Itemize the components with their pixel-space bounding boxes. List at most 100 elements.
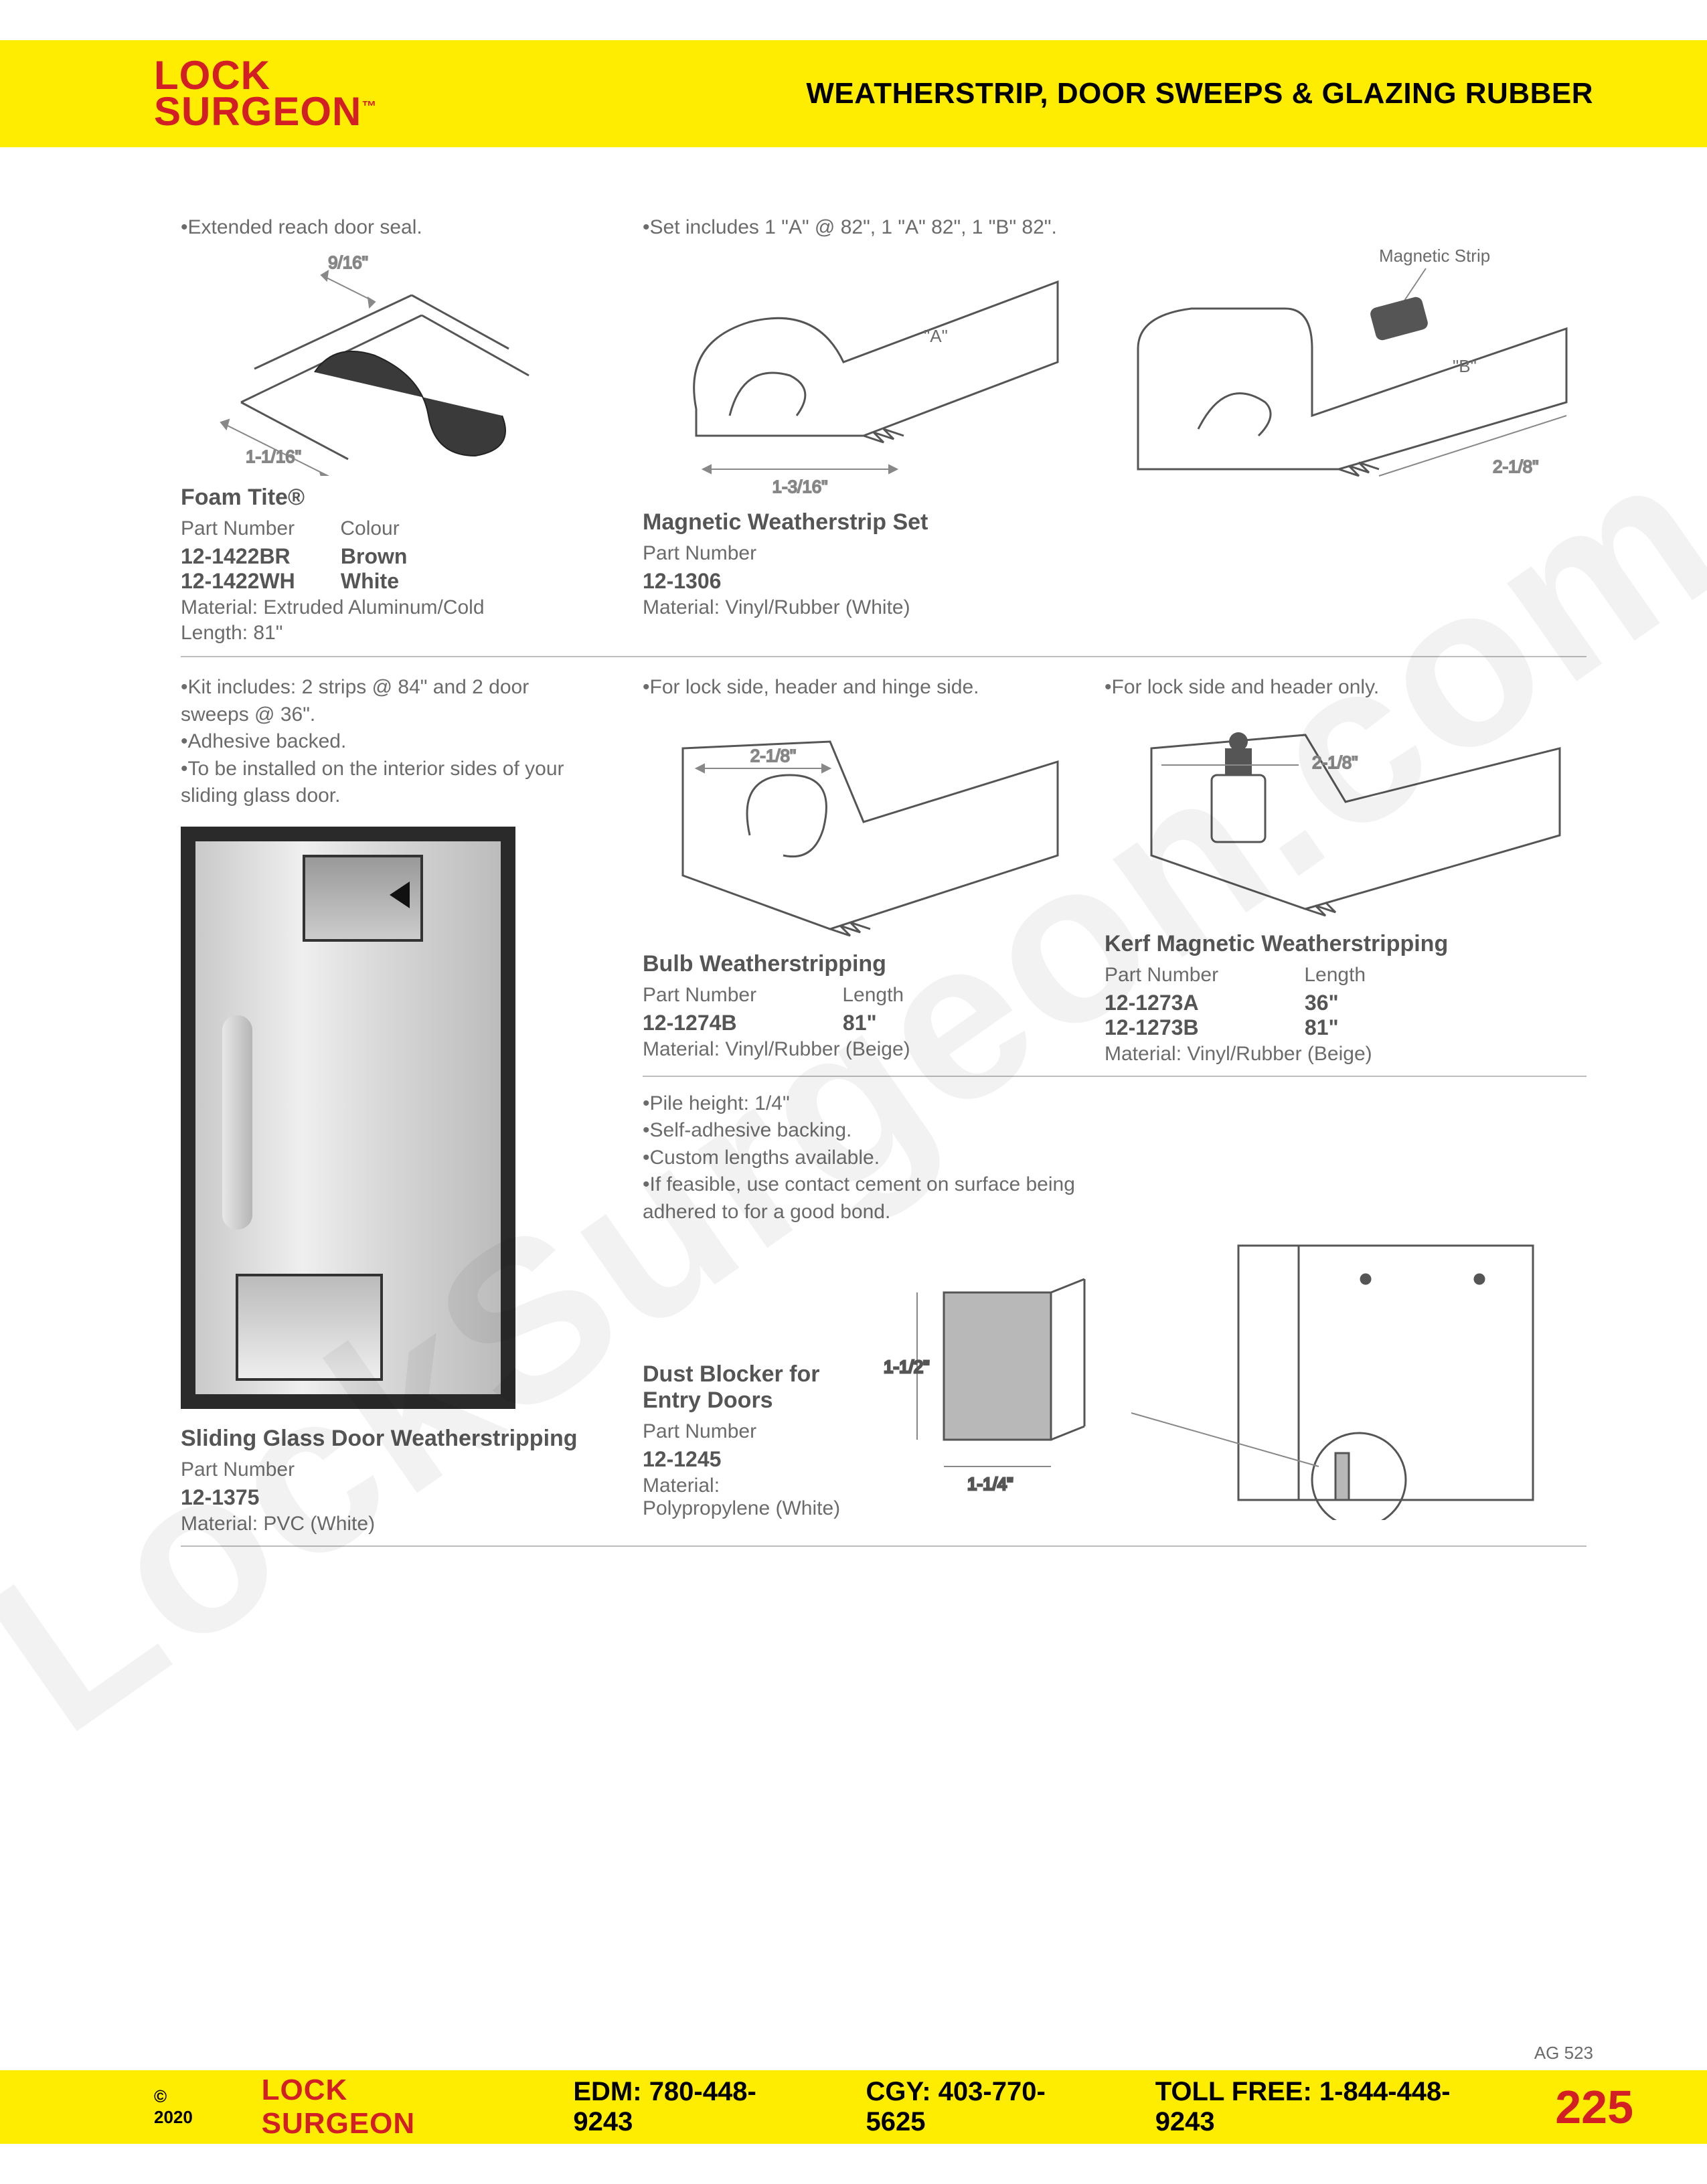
bulb-note: •For lock side, header and hinge side. xyxy=(643,674,1084,701)
page-title: WEATHERSTRIP, DOOR SWEEPS & GLAZING RUBB… xyxy=(806,77,1593,110)
bulb-col2: Length xyxy=(842,984,904,1006)
footer-cgy: CGY: 403-770-5625 xyxy=(866,2077,1095,2137)
kerf-pn2: 12-1273B xyxy=(1105,1015,1299,1040)
row-2: •Kit includes: 2 strips @ 84" and 2 door… xyxy=(181,674,1587,1535)
svg-text:1-1/4": 1-1/4" xyxy=(967,1474,1013,1494)
kerf-pn-row2: 12-1273B 81" xyxy=(1105,1015,1587,1040)
kerf-col2: Length xyxy=(1304,964,1366,986)
dust-note4: •If feasible, use contact cement on surf… xyxy=(643,1171,1125,1226)
divider-2 xyxy=(643,1076,1587,1077)
dust-pn-label: Part Number xyxy=(643,1420,843,1443)
divider-1 xyxy=(181,656,1587,657)
magset-material: Material: Vinyl/Rubber (White) xyxy=(643,596,1587,619)
trademark-symbol: ™ xyxy=(361,98,377,114)
bulb-pn: 12-1274B xyxy=(643,1011,837,1035)
footer-brand: LOCK SURGEON xyxy=(262,2074,500,2140)
divider-3 xyxy=(181,1545,1587,1547)
kerf-col1: Part Number xyxy=(1105,964,1299,987)
footer-tollfree-label: TOLL FREE: xyxy=(1155,2077,1312,2106)
brand-line2-wrap: SURGEON™ xyxy=(154,94,377,130)
product-magnetic-set: •Set includes 1 "A" @ 82", 1 "A" 82", 1 … xyxy=(623,214,1587,643)
sliding-pn: 12-1375 xyxy=(181,1485,623,1510)
svg-text:1-3/16": 1-3/16" xyxy=(773,477,828,496)
bulb-cols: Part Number Length xyxy=(643,984,1084,1007)
row-1: •Extended reach door seal. 9/16" xyxy=(181,214,1587,643)
dust-pn: 12-1245 xyxy=(643,1447,843,1472)
product-foamtite: •Extended reach door seal. 9/16" xyxy=(181,214,623,643)
dust-title: Dust Blocker for Entry Doors xyxy=(643,1361,830,1414)
magset-diagram-b: Magnetic Strip "B" 2-1/8" xyxy=(1098,242,1580,496)
svg-text:2-1/8": 2-1/8" xyxy=(1312,752,1358,772)
foamtite-cols: Part Number Colour xyxy=(181,517,623,540)
foamtite-col1: Part Number xyxy=(181,517,335,540)
svg-text:Magnetic Strip: Magnetic Strip xyxy=(1379,246,1490,266)
kerf-pn1: 12-1273A xyxy=(1105,991,1299,1015)
magset-title: Magnetic Weatherstrip Set xyxy=(643,509,1587,535)
dust-note3: •Custom lengths available. xyxy=(643,1145,1587,1172)
svg-text:1-1/16": 1-1/16" xyxy=(246,446,301,467)
footer-edm-label: EDM: xyxy=(573,2077,641,2106)
svg-text:"B": "B" xyxy=(1453,356,1477,376)
footer-page-number: 225 xyxy=(1555,2080,1633,2134)
foamtite-length: Length: 81" xyxy=(181,622,623,645)
foamtite-material: Material: Extruded Aluminum/Cold xyxy=(181,596,623,619)
brand-line2: SURGEON xyxy=(154,89,361,134)
footer-cgy-label: CGY: xyxy=(866,2077,931,2106)
dust-note2: •Self-adhesive backing. xyxy=(643,1117,1587,1145)
footer-tollfree: TOLL FREE: 1-844-448-9243 xyxy=(1155,2077,1495,2137)
foamtite-col2: Colour xyxy=(340,517,399,539)
bulb-len: 81" xyxy=(843,1011,877,1035)
kerf-title: Kerf Magnetic Weatherstripping xyxy=(1105,931,1587,957)
magset-note: •Set includes 1 "A" @ 82", 1 "A" 82", 1 … xyxy=(643,214,1587,242)
sliding-note2: •Adhesive backed. xyxy=(181,728,623,756)
brand-logo: LOCK SURGEON™ xyxy=(154,58,377,130)
sliding-note3: •To be installed on the interior sides o… xyxy=(181,756,623,810)
sliding-pn-label: Part Number xyxy=(181,1458,623,1481)
kerf-cols: Part Number Length xyxy=(1105,964,1587,987)
dust-material: Material: Polypropylene (White) xyxy=(643,1475,843,1520)
product-bulb: •For lock side, header and hinge side. 2… xyxy=(643,674,1084,1066)
bulb-material: Material: Vinyl/Rubber (Beige) xyxy=(643,1038,1084,1061)
header-bar: LOCK SURGEON™ WEATHERSTRIP, DOOR SWEEPS … xyxy=(0,40,1707,147)
bulb-title: Bulb Weatherstripping xyxy=(643,951,1084,977)
foamtite-pn-row1: 12-1422BR Brown xyxy=(181,544,623,569)
svg-text:2-1/8": 2-1/8" xyxy=(1493,456,1539,477)
right-col: •For lock side, header and hinge side. 2… xyxy=(623,674,1587,1535)
footer-bar: © 2020 LOCK SURGEON EDM: 780-448-9243 CG… xyxy=(0,2070,1707,2144)
product-kerf: •For lock side and header only. 2-1/8" xyxy=(1084,674,1587,1066)
sliding-material: Material: PVC (White) xyxy=(181,1513,623,1535)
foamtite-pn-row2: 12-1422WH White xyxy=(181,569,623,594)
kerf-len2: 81" xyxy=(1305,1015,1339,1039)
foamtite-title: Foam Tite® xyxy=(181,485,623,511)
sliding-note1: •Kit includes: 2 strips @ 84" and 2 door… xyxy=(181,674,623,728)
bulb-diagram: 2-1/8" xyxy=(643,701,1071,942)
foamtite-note: •Extended reach door seal. xyxy=(181,214,623,242)
kerf-pn-row1: 12-1273A 36" xyxy=(1105,991,1587,1015)
bulb-pn-row: 12-1274B 81" xyxy=(643,1011,1084,1035)
sliding-title: Sliding Glass Door Weatherstripping xyxy=(181,1426,623,1452)
product-dust: •Pile height: 1/4" •Self-adhesive backin… xyxy=(643,1090,1587,1521)
brand-line1: LOCK xyxy=(154,58,377,94)
foamtite-pn1: 12-1422BR xyxy=(181,544,335,569)
ag-code: AG 523 xyxy=(1534,2043,1593,2064)
kerf-material: Material: Vinyl/Rubber (Beige) xyxy=(1105,1043,1587,1066)
svg-text:"A": "A" xyxy=(924,326,948,346)
svg-text:1-1/2": 1-1/2" xyxy=(884,1357,930,1377)
foamtite-color2: White xyxy=(341,569,399,593)
dust-diagram: 1-1/2" 1-1/4" xyxy=(864,1239,1573,1520)
magset-pn-label: Part Number xyxy=(643,542,1587,565)
kerf-len1: 36" xyxy=(1305,991,1339,1015)
kerf-diagram: 2-1/8" xyxy=(1105,701,1573,922)
svg-text:9/16": 9/16" xyxy=(328,252,368,272)
footer-copyright: © 2020 xyxy=(154,2086,208,2128)
svg-text:2-1/8": 2-1/8" xyxy=(750,746,797,766)
footer-edm: EDM: 780-448-9243 xyxy=(573,2077,805,2137)
magset-pn: 12-1306 xyxy=(643,569,1587,594)
foamtite-pn2: 12-1422WH xyxy=(181,569,335,594)
bulb-col1: Part Number xyxy=(643,984,837,1007)
dust-note1: •Pile height: 1/4" xyxy=(643,1090,1587,1118)
row-2-upper: •For lock side, header and hinge side. 2… xyxy=(643,674,1587,1066)
product-sliding: •Kit includes: 2 strips @ 84" and 2 door… xyxy=(181,674,623,1535)
sliding-photo xyxy=(181,827,515,1409)
content-area: •Extended reach door seal. 9/16" xyxy=(181,214,1587,2010)
